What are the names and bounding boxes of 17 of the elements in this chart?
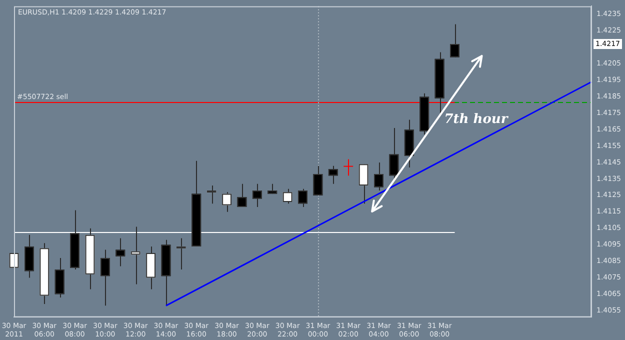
candlestick	[116, 238, 126, 267]
candlestick	[176, 238, 186, 270]
candlestick	[450, 24, 460, 58]
annotation: 7th hour	[444, 112, 508, 127]
candlestick	[389, 127, 399, 182]
candlestick	[282, 188, 292, 204]
candlestick	[222, 192, 232, 212]
candlestick	[313, 165, 323, 196]
candlestick	[374, 162, 384, 191]
candlestick	[237, 183, 247, 208]
candlestick	[328, 165, 338, 184]
candlestick	[298, 188, 308, 208]
candlestick	[206, 185, 216, 204]
candlestick	[343, 158, 354, 176]
candlestick	[358, 164, 368, 204]
candlestick	[100, 249, 110, 306]
candlestick	[252, 183, 262, 208]
